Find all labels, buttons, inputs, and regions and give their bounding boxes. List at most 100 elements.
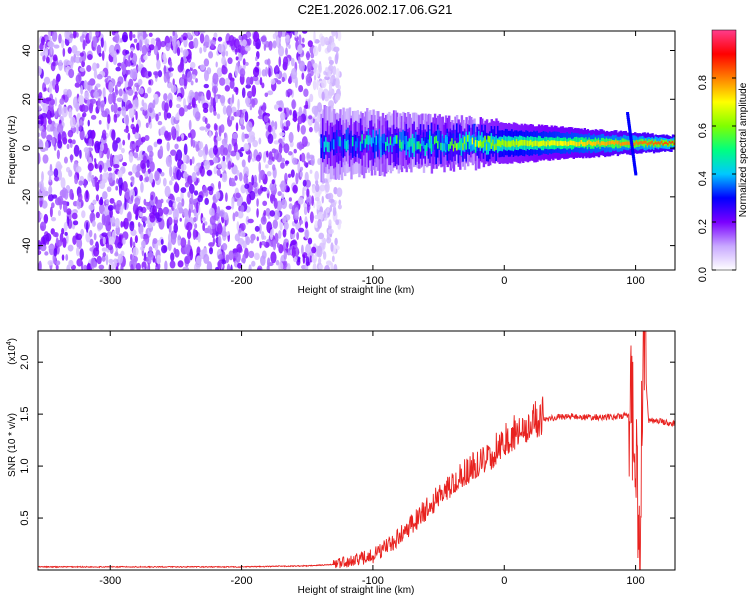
band-cell (487, 135, 490, 143)
noise-cell (203, 58, 210, 67)
band-cell (671, 140, 675, 144)
noise-cell (114, 84, 118, 94)
noise-cell (135, 262, 141, 270)
noise-cell (294, 207, 299, 219)
noise-cell (224, 77, 231, 86)
noise-cell (121, 31, 128, 43)
band-cell (457, 142, 460, 150)
band-cell (605, 142, 609, 146)
noise-cell (89, 169, 92, 179)
noise-cell (290, 67, 298, 80)
noise-cell (157, 70, 163, 78)
noise-cell (312, 62, 318, 70)
noise-cell (295, 172, 299, 185)
noise-cell (324, 36, 329, 46)
noise-cell (195, 78, 198, 83)
noise-cell (130, 46, 135, 52)
noise-cell (167, 67, 174, 72)
spectrogram-y-tick-label: 0 (21, 145, 33, 151)
noise-cell (302, 254, 306, 264)
noise-cell (57, 123, 64, 134)
noise-cell (187, 132, 192, 138)
noise-cell (116, 80, 122, 87)
noise-cell (176, 96, 182, 102)
noise-cell (328, 100, 335, 109)
noise-cell (147, 251, 154, 261)
noise-cell (259, 169, 266, 181)
noise-cell (252, 66, 260, 78)
band-cell (553, 140, 556, 146)
noise-cell (234, 65, 239, 78)
noise-cell (254, 252, 260, 261)
band-cell (478, 141, 481, 148)
spectrogram-y-ticks: -40 -20 0 20 40 (21, 44, 675, 254)
noise-cell (244, 183, 250, 189)
noise-cell (48, 102, 54, 112)
noise-cell (297, 44, 303, 55)
noise-cell (138, 87, 144, 95)
snr-line-layer (38, 331, 675, 570)
noise-cell (71, 139, 76, 145)
noise-cell (42, 54, 46, 62)
noise-cell (261, 186, 268, 192)
noise-cell (260, 241, 267, 246)
spike-cell (632, 156, 636, 160)
band-cell (593, 141, 596, 146)
band-cell (514, 141, 517, 148)
noise-cell (110, 262, 115, 270)
noise-cell (75, 165, 82, 173)
noise-cell (182, 208, 189, 218)
band-cell (490, 133, 493, 148)
noise-cell (241, 159, 246, 168)
band-cell (612, 139, 615, 149)
noise-cell (236, 243, 243, 254)
noise-cell (131, 68, 138, 80)
noise-cell (185, 221, 193, 231)
band-cell (659, 142, 662, 145)
band-cell (446, 136, 449, 145)
noise-cell (132, 246, 139, 257)
noise-cell (301, 244, 304, 255)
noise-cell (215, 266, 220, 270)
noise-cell (66, 208, 72, 215)
noise-cell (264, 92, 269, 98)
noise-cell (71, 45, 78, 54)
band-cell (337, 136, 341, 147)
noise-cell (184, 181, 190, 188)
noise-cell (131, 178, 135, 186)
noise-cell (100, 37, 104, 48)
noise-cell (226, 263, 231, 270)
noise-cell (83, 80, 88, 90)
noise-cell (48, 185, 53, 195)
noise-cell (247, 218, 254, 224)
noise-cell (179, 217, 182, 222)
noise-cell (249, 105, 253, 111)
noise-cell (236, 169, 240, 177)
noise-cell (135, 171, 141, 178)
noise-cell (170, 149, 177, 156)
noise-cell (38, 249, 42, 256)
noise-cell (199, 47, 203, 54)
noise-cell (287, 151, 293, 156)
noise-cell (239, 68, 246, 78)
noise-cell (209, 207, 215, 217)
noise-cell (120, 263, 124, 270)
band-cell (643, 140, 646, 144)
noise-cell (206, 169, 213, 176)
noise-cell (156, 59, 161, 70)
noise-cell (41, 171, 44, 183)
band-cell (519, 140, 522, 147)
noise-cell (85, 133, 89, 139)
noise-cell (317, 102, 323, 113)
band-cell (328, 142, 331, 153)
band-cell (440, 131, 443, 149)
chart-title: C2E1.2026.002.17.06.G21 (298, 2, 453, 17)
band-cell (348, 134, 352, 145)
noise-cell (299, 219, 304, 225)
snr-y-tick-label: 0.5 (19, 510, 31, 525)
noise-cell (129, 189, 136, 199)
band-cell (479, 139, 482, 147)
noise-cell (160, 40, 166, 48)
band-cell (495, 143, 498, 150)
noise-cell (312, 80, 317, 91)
